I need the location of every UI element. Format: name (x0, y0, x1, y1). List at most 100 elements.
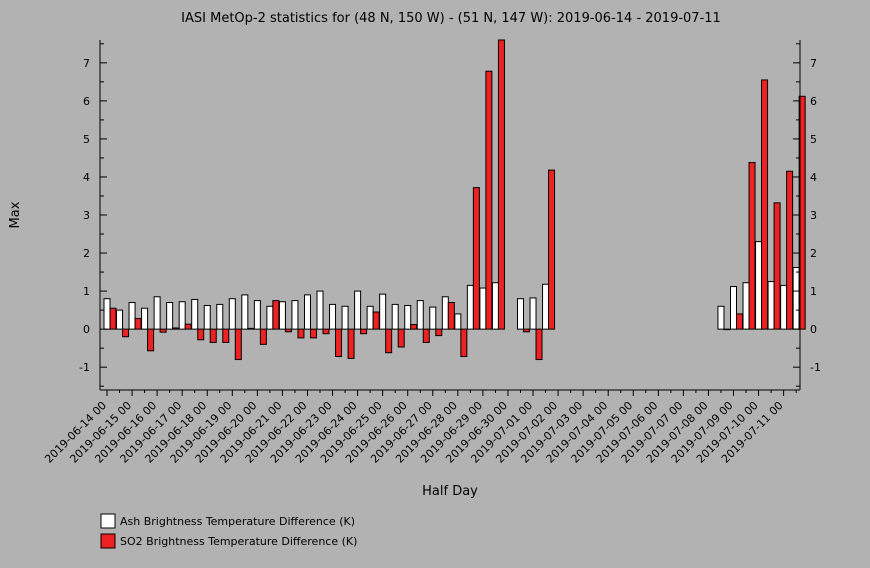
ash-bar (780, 284, 788, 330)
so2-bar (798, 95, 806, 330)
ash-bar (266, 305, 274, 330)
so2-bar (497, 39, 505, 330)
ash-bar (253, 300, 261, 330)
ash-bar (303, 294, 311, 330)
so2-bar (322, 328, 330, 335)
ash-bar (454, 313, 462, 330)
ash-bar (128, 302, 136, 330)
x-axis-label: Half Day (422, 484, 478, 499)
so2-bar (159, 328, 167, 333)
y-tick-label-left: 4 (83, 171, 90, 184)
so2-bar (397, 328, 405, 348)
ash-bar (329, 303, 337, 330)
so2-bar (472, 187, 480, 330)
ash-bar (278, 301, 286, 330)
y-tick-label-right: 6 (810, 95, 817, 108)
chart-title: IASI MetOp-2 statistics for (48 N, 150 W… (181, 11, 721, 26)
y-tick-label-left: 7 (83, 57, 90, 70)
so2-bar (234, 328, 242, 361)
so2-bar (761, 79, 769, 330)
ash-bar (491, 282, 499, 330)
ash-bar (291, 300, 299, 330)
ash-bar (316, 290, 324, 330)
so2-bar (548, 169, 556, 330)
so2-bar (247, 327, 255, 330)
so2-bar (786, 170, 794, 330)
so2-bar (209, 328, 217, 343)
ash-bar (341, 305, 349, 330)
so2-bar (259, 328, 267, 345)
ash-bar (767, 281, 775, 330)
so2-bar (522, 328, 530, 333)
y-tick-label-right: -1 (810, 361, 821, 374)
so2-bar (335, 328, 343, 358)
so2-bar (748, 162, 756, 330)
y-tick-label-left: 5 (83, 133, 90, 146)
legend: Ash Brightness Temperature Difference (K… (100, 513, 357, 549)
ash-bar (354, 290, 362, 330)
so2-bar (422, 328, 430, 343)
ash-bar (166, 302, 174, 330)
ash-bar (141, 307, 149, 330)
so2-bar (222, 328, 230, 343)
ash-bar (391, 303, 399, 330)
ash-bar (191, 298, 199, 330)
ash-bar (116, 309, 124, 330)
ash-bar (429, 306, 437, 330)
so2-bar (297, 328, 305, 339)
y-tick-label-left: 0 (83, 323, 90, 336)
ash-bar (379, 293, 387, 330)
so2-bar (172, 327, 180, 330)
y-tick-label-left: 1 (83, 285, 90, 298)
ash-bar (742, 282, 750, 330)
legend-swatch-so2 (100, 533, 116, 549)
y-tick-label-right: 0 (810, 323, 817, 336)
ash-bar (241, 294, 249, 330)
ash-bar (717, 305, 725, 330)
so2-bar (773, 202, 781, 330)
y-tick-label-left: 2 (83, 247, 90, 260)
ash-bar (404, 305, 412, 330)
so2-bar (134, 317, 142, 330)
y-tick-label-left: 6 (83, 95, 90, 108)
ash-bar (792, 267, 800, 330)
ash-bar (466, 284, 474, 330)
so2-bar (460, 328, 468, 358)
y-tick-label-right: 1 (810, 285, 817, 298)
so2-bar (309, 328, 317, 339)
y-tick-label-right: 7 (810, 57, 817, 70)
so2-bar (372, 311, 380, 330)
so2-bar (435, 328, 443, 337)
ash-bar (730, 286, 737, 330)
ash-bar (153, 296, 161, 330)
ash-bar (755, 241, 763, 330)
y-axis-label: Max (8, 201, 23, 228)
so2-bar (410, 324, 418, 330)
so2-bar (485, 70, 493, 330)
so2-bar (360, 328, 368, 335)
ash-bar (542, 283, 550, 330)
so2-bar (122, 328, 130, 338)
legend-label-ash: Ash Brightness Temperature Difference (K… (120, 515, 355, 528)
so2-bar (723, 328, 731, 331)
ash-bar (366, 305, 374, 330)
so2-bar (736, 313, 743, 330)
so2-bar (284, 328, 292, 333)
so2-bar (535, 328, 543, 361)
y-tick-label-left: -1 (79, 361, 90, 374)
ash-bar (529, 297, 537, 330)
so2-bar (109, 307, 117, 330)
ash-bar (228, 298, 236, 330)
ash-bar (516, 298, 524, 330)
y-tick-label-right: 3 (810, 209, 817, 222)
ash-bar (441, 296, 449, 330)
so2-bar (147, 328, 155, 352)
so2-bar (184, 323, 192, 330)
so2-bar (197, 328, 205, 341)
y-tick-label-left: 3 (83, 209, 90, 222)
so2-bar (347, 328, 355, 359)
so2-bar (385, 328, 393, 354)
ash-bar (178, 301, 186, 330)
